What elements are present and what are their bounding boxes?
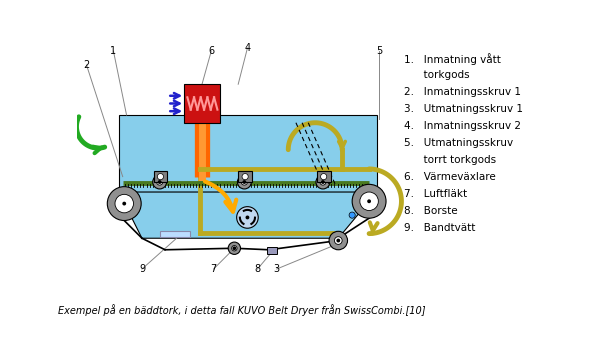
Circle shape xyxy=(321,180,325,184)
Circle shape xyxy=(329,231,347,250)
Circle shape xyxy=(241,179,247,185)
Text: 5.   Utmatningsskruv: 5. Utmatningsskruv xyxy=(404,138,513,148)
Text: 3.   Utmatningsskruv 1: 3. Utmatningsskruv 1 xyxy=(404,104,523,114)
Circle shape xyxy=(115,194,133,213)
Bar xyxy=(160,231,190,237)
Polygon shape xyxy=(119,192,377,238)
Text: 4: 4 xyxy=(244,43,251,53)
Circle shape xyxy=(352,184,386,218)
Text: 9.   Bandtvätt: 9. Bandtvätt xyxy=(404,223,475,233)
Text: 5: 5 xyxy=(376,46,382,56)
Circle shape xyxy=(153,175,167,189)
Text: 7.   Luftfläkt: 7. Luftfläkt xyxy=(404,189,467,199)
Circle shape xyxy=(238,175,251,189)
Circle shape xyxy=(360,192,379,210)
Text: 2: 2 xyxy=(83,60,89,70)
Circle shape xyxy=(349,212,355,218)
Bar xyxy=(238,171,252,182)
Circle shape xyxy=(245,216,250,220)
Text: 6.   Värmeväxlare: 6. Värmeväxlare xyxy=(404,172,496,182)
Text: 3: 3 xyxy=(274,264,280,274)
Circle shape xyxy=(158,180,161,184)
Text: 8.   Borste: 8. Borste xyxy=(404,206,457,216)
Circle shape xyxy=(157,179,163,185)
Polygon shape xyxy=(119,115,377,192)
Circle shape xyxy=(236,207,258,228)
Circle shape xyxy=(232,246,237,251)
Text: 8: 8 xyxy=(254,264,260,274)
Circle shape xyxy=(334,237,342,244)
Circle shape xyxy=(320,179,326,185)
Text: 9: 9 xyxy=(139,264,145,274)
Circle shape xyxy=(337,239,340,243)
Circle shape xyxy=(242,180,246,184)
Text: 7: 7 xyxy=(211,264,217,274)
Circle shape xyxy=(367,199,371,203)
Circle shape xyxy=(228,242,241,254)
Text: 6: 6 xyxy=(208,46,214,56)
Text: 1: 1 xyxy=(110,46,116,56)
Circle shape xyxy=(242,173,248,180)
Text: 2.   Inmatningsskruv 1: 2. Inmatningsskruv 1 xyxy=(404,87,521,97)
Bar xyxy=(184,84,220,123)
Bar xyxy=(317,171,331,182)
Circle shape xyxy=(320,173,327,180)
Text: Exempel på en bäddtork, i detta fall KUVO Belt Dryer från SwissCombi.[10]: Exempel på en bäddtork, i detta fall KUV… xyxy=(58,304,426,315)
Circle shape xyxy=(232,246,236,250)
Circle shape xyxy=(107,187,141,221)
Bar xyxy=(268,247,277,254)
Text: 4.   Inmatningsskruv 2: 4. Inmatningsskruv 2 xyxy=(404,121,521,131)
Circle shape xyxy=(157,173,164,180)
Circle shape xyxy=(122,202,126,206)
Bar xyxy=(154,171,167,182)
Text: torkgods: torkgods xyxy=(404,70,469,80)
Text: torrt torkgods: torrt torkgods xyxy=(404,155,496,165)
Circle shape xyxy=(316,175,330,189)
Text: 1.   Inmatning vått: 1. Inmatning vått xyxy=(404,53,500,65)
